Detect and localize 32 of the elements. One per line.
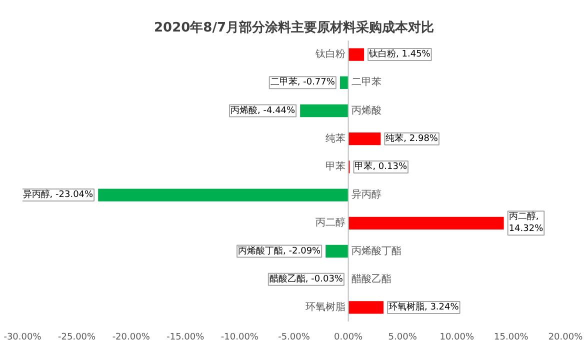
- y-tick-label: 醋酸乙酯: [351, 272, 392, 285]
- y-tick-label: 异丙醇: [351, 188, 382, 201]
- x-tick-label: 10.00%: [440, 332, 475, 342]
- y-tick-label: 甲苯: [325, 160, 346, 172]
- data-label: 丙烯酸, -4.44%: [230, 104, 296, 116]
- data-label: 环氧树脂, 3.24%: [388, 301, 460, 312]
- data-label: 醋酸乙酯, -0.03%: [269, 273, 344, 284]
- x-tick-label: -25.00%: [58, 332, 96, 342]
- x-tick-label: -5.00%: [278, 332, 310, 342]
- data-label: 丙二醇, 14.32%: [508, 211, 544, 234]
- y-tick-label: 丙二醇: [315, 216, 346, 229]
- data-label: 丙烯酸丁酯, -2.09%: [238, 245, 322, 256]
- y-tick-label: 丙烯酸丁酯: [351, 244, 402, 257]
- y-tick-label: 纯苯: [325, 132, 346, 144]
- y-tick-label: 钛白粉: [314, 48, 346, 60]
- data-label: 甲苯, 0.13%: [354, 160, 408, 172]
- y-tick-label: 二甲苯: [351, 76, 382, 88]
- x-tick-label: -30.00%: [4, 332, 42, 342]
- chart-title: 2020年8/7月部分涂料主要原材料采购成本对比: [154, 20, 434, 36]
- data-label: 钛白粉, 1.45%: [368, 48, 431, 60]
- x-tick-label: 5.00%: [388, 332, 418, 342]
- x-tick-label: -10.00%: [220, 332, 259, 342]
- data-label: 纯苯, 2.98%: [386, 132, 438, 144]
- y-tick-label: 环氧树脂: [305, 300, 346, 313]
- x-tick-label: 0.00%: [334, 332, 364, 342]
- x-tick-label: -15.00%: [166, 332, 205, 342]
- y-tick-label: 丙烯酸: [351, 104, 382, 116]
- x-tick-label: -20.00%: [112, 332, 150, 342]
- data-label: 二甲苯, -0.77%: [270, 76, 336, 88]
- x-tick-label: 20.00%: [548, 332, 584, 342]
- data-label: 异丙醇, -23.04%: [22, 189, 94, 200]
- x-tick-label: 15.00%: [494, 332, 529, 342]
